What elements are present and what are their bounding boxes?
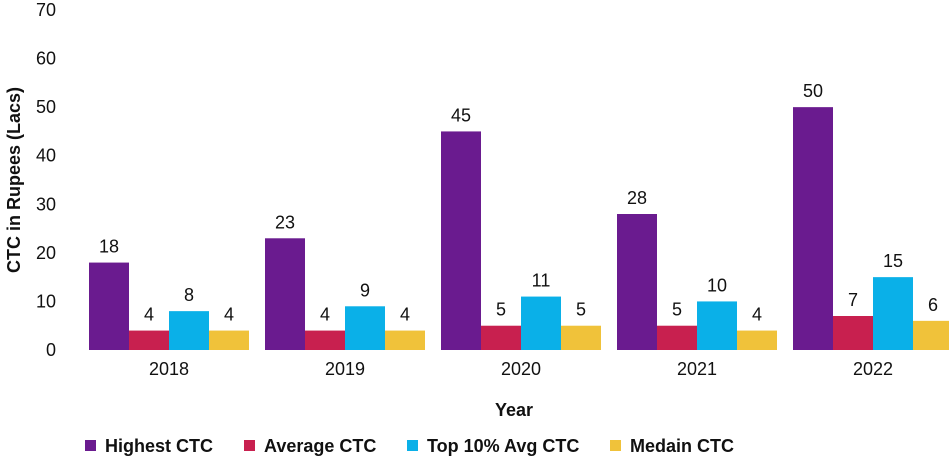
x-axis-title: Year: [495, 400, 533, 420]
data-label: 4: [752, 305, 762, 325]
legend-swatch: [610, 440, 621, 451]
x-tick-label: 2018: [149, 359, 189, 379]
y-tick-label: 60: [36, 49, 56, 69]
data-label: 28: [627, 188, 647, 208]
data-label: 11: [532, 271, 551, 291]
data-label: 15: [883, 251, 903, 271]
y-axis-ticks: 0 10 20 30 40 50 60 70: [36, 0, 56, 360]
legend: Highest CTC Average CTC Top 10% Avg CTC Med…: [85, 436, 734, 456]
data-label: 4: [320, 305, 330, 325]
data-label: 5: [496, 300, 506, 320]
legend-swatch: [85, 440, 96, 451]
y-axis-title: CTC in Rupees (Lacs): [4, 87, 24, 273]
y-tick-label: 10: [36, 291, 56, 311]
data-label: 50: [803, 81, 823, 101]
y-tick-label: 50: [36, 97, 56, 117]
x-tick-label: 2022: [853, 359, 893, 379]
y-tick-label: 40: [36, 146, 56, 166]
data-label: 7: [848, 290, 858, 310]
x-tick-label: 2019: [325, 359, 365, 379]
data-label: 4: [400, 305, 410, 325]
data-label: 6: [928, 295, 938, 315]
bar: [561, 325, 601, 350]
bar: [617, 214, 657, 350]
bar: [657, 325, 697, 350]
bar: [89, 262, 129, 350]
bar: [441, 131, 481, 350]
data-label: 23: [275, 212, 295, 232]
data-label: 5: [672, 300, 682, 320]
y-tick-label: 70: [36, 0, 56, 20]
legend-label: Highest CTC: [105, 436, 213, 456]
bar: [265, 238, 305, 350]
bar: [481, 325, 521, 350]
bar: [521, 296, 561, 350]
legend-swatch: [407, 440, 418, 451]
legend-label: Average CTC: [264, 436, 376, 456]
bar: [793, 107, 833, 351]
legend-swatch: [244, 440, 255, 451]
data-label: 9: [360, 280, 370, 300]
bar: [209, 330, 249, 350]
bar: [305, 330, 345, 350]
data-label: 8: [184, 285, 194, 305]
x-tick-label: 2020: [501, 359, 541, 379]
data-label: 5: [576, 300, 586, 320]
bar: [737, 330, 777, 350]
data-label: 18: [99, 237, 119, 257]
legend-label: Medain CTC: [630, 436, 734, 456]
category-labels: 2018 2019 2020 2021 2022: [149, 359, 893, 379]
bar: [385, 330, 425, 350]
y-tick-label: 30: [36, 194, 56, 214]
bar: [913, 320, 949, 350]
data-label: 10: [707, 275, 727, 295]
bar: [697, 301, 737, 350]
legend-label: Top 10% Avg CTC: [427, 436, 579, 456]
y-tick-label: 20: [36, 243, 56, 263]
x-tick-label: 2021: [677, 359, 717, 379]
data-label: 45: [451, 105, 471, 125]
bar: [873, 277, 913, 350]
bar: [345, 306, 385, 350]
bar: [833, 316, 873, 350]
data-label: 4: [224, 305, 234, 325]
bar: [129, 330, 169, 350]
bar: [169, 311, 209, 350]
data-label: 4: [144, 305, 154, 325]
y-tick-label: 0: [46, 340, 56, 360]
